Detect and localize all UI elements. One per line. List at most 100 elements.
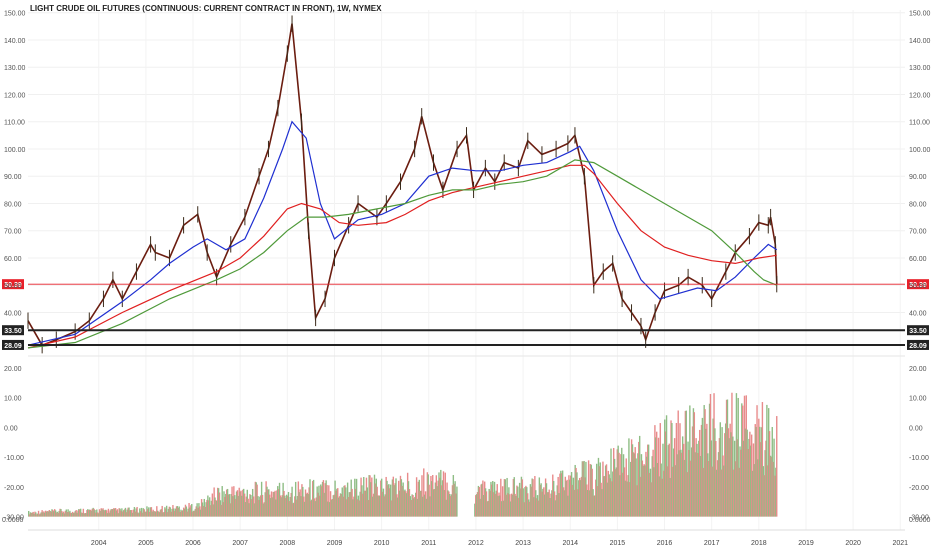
oscillator-bar xyxy=(405,491,407,517)
oscillator-bar xyxy=(706,423,708,517)
oscillator-bar xyxy=(522,488,524,517)
oscillator-bar xyxy=(201,502,204,517)
oscillator-bar xyxy=(546,492,549,517)
oscillator-bar xyxy=(446,482,448,517)
oscillator-bar xyxy=(386,480,388,517)
oscillator-bar xyxy=(630,439,633,517)
oscillator-bar xyxy=(90,510,93,517)
oscillator-bar xyxy=(575,467,577,517)
oscillator-bar xyxy=(678,450,680,517)
oscillator-bar xyxy=(402,482,404,517)
time-tick-label: 2010 xyxy=(374,540,390,547)
oscillator-bar xyxy=(28,514,31,517)
oscillator-bar xyxy=(770,456,773,517)
oscillator-bar xyxy=(435,475,438,517)
oscillator-bar xyxy=(639,476,642,517)
oscillator-bar xyxy=(691,426,694,517)
chart-title: LIGHT CRUDE OIL FUTURES (CONTINUOUS: CUR… xyxy=(30,4,382,13)
oscillator-bar xyxy=(38,514,41,517)
oscillator-bar xyxy=(718,438,721,517)
oscillator-bar xyxy=(704,409,706,517)
oscillator-bar xyxy=(653,467,655,517)
oscillator-bar xyxy=(634,447,636,517)
oscillator-bar xyxy=(289,496,291,517)
oscillator-bar xyxy=(717,452,720,517)
oscillator-bar xyxy=(225,489,228,517)
oscillator-bar xyxy=(114,508,117,517)
oscillator-bar xyxy=(98,509,101,517)
oscillator-bar xyxy=(529,484,532,517)
oscillator-bar xyxy=(415,492,417,517)
oscillator-bar xyxy=(642,465,644,517)
oscillator-bar xyxy=(157,510,159,517)
oscillator-bar xyxy=(392,476,395,517)
oscillator-bar xyxy=(579,480,582,517)
oscillator-bar xyxy=(212,504,214,517)
oscillator-bar xyxy=(595,479,597,517)
oscillator-bar xyxy=(346,499,348,517)
oscillator-bar xyxy=(548,489,550,517)
oscillator-bar xyxy=(550,493,552,517)
oscillator-bar xyxy=(607,470,610,517)
oscillator-bar xyxy=(320,486,323,517)
oscillator-bar xyxy=(105,509,107,517)
oscillator-bar xyxy=(772,461,774,517)
oscillator-bar xyxy=(218,492,221,517)
oscillator-bar xyxy=(484,488,487,517)
oscillator-bar xyxy=(438,472,440,517)
level-label-left: 33.50 xyxy=(4,328,22,335)
oscillator-bar xyxy=(205,502,207,517)
oscillator-bar xyxy=(560,470,562,517)
oscillator-bar xyxy=(210,500,213,517)
oscillator-bar xyxy=(694,452,696,517)
oscillator-bar xyxy=(89,509,92,517)
oscillator-bar xyxy=(703,405,705,517)
time-tick-label: 2020 xyxy=(845,540,861,547)
oscillator-bar xyxy=(129,510,131,517)
oscillator-bar xyxy=(200,509,202,517)
oscillator-bar xyxy=(56,511,59,517)
oscillator-bar xyxy=(490,481,492,517)
oscillator-bar xyxy=(303,501,306,517)
oscillator-bar xyxy=(437,480,439,517)
oscillator-bar xyxy=(278,482,281,517)
oscillator-bar xyxy=(541,491,543,517)
oscillator-bar xyxy=(105,510,108,517)
level-badge-left xyxy=(2,279,24,290)
oscillator-bar xyxy=(241,495,243,517)
oscillator-bar xyxy=(759,442,762,517)
oscillator-bar xyxy=(655,431,658,517)
oscillator-bar xyxy=(730,432,732,517)
oscillator-bar xyxy=(79,509,81,517)
oscillator-bar xyxy=(41,510,43,517)
oscillator-bar xyxy=(65,509,68,517)
oscillator-bar xyxy=(349,492,352,517)
oscillator-bar xyxy=(453,483,455,517)
oscillator-bar xyxy=(418,479,420,517)
oscillator-bar xyxy=(503,479,506,517)
oscillator-bar xyxy=(565,481,567,517)
oscillator-bar xyxy=(456,486,458,517)
osc-tick-label-right: 0.00 xyxy=(909,425,923,432)
oscillator-bar xyxy=(53,509,56,517)
time-tick-label: 2011 xyxy=(421,540,436,547)
oscillator-bar xyxy=(672,466,674,517)
oscillator-bar xyxy=(474,503,476,517)
oscillator-bar xyxy=(761,402,764,517)
oscillator-bar xyxy=(112,509,114,517)
oscillator-bar xyxy=(552,480,555,517)
osc-tick-label-left: -20.00 xyxy=(4,485,24,492)
oscillator-bar xyxy=(345,487,347,517)
oscillator-bar xyxy=(300,496,302,517)
oscillator-bar xyxy=(208,500,210,517)
moving-averages xyxy=(27,120,778,349)
oscillator-bar xyxy=(482,480,484,517)
oscillator-bar xyxy=(647,444,650,517)
oscillator-bar xyxy=(253,503,256,517)
oscillator-bar xyxy=(724,433,726,517)
oscillator-bar xyxy=(618,452,620,517)
oscillator-bar xyxy=(348,492,351,517)
oscillator-bar xyxy=(110,509,112,517)
oscillator-bar xyxy=(601,489,603,517)
